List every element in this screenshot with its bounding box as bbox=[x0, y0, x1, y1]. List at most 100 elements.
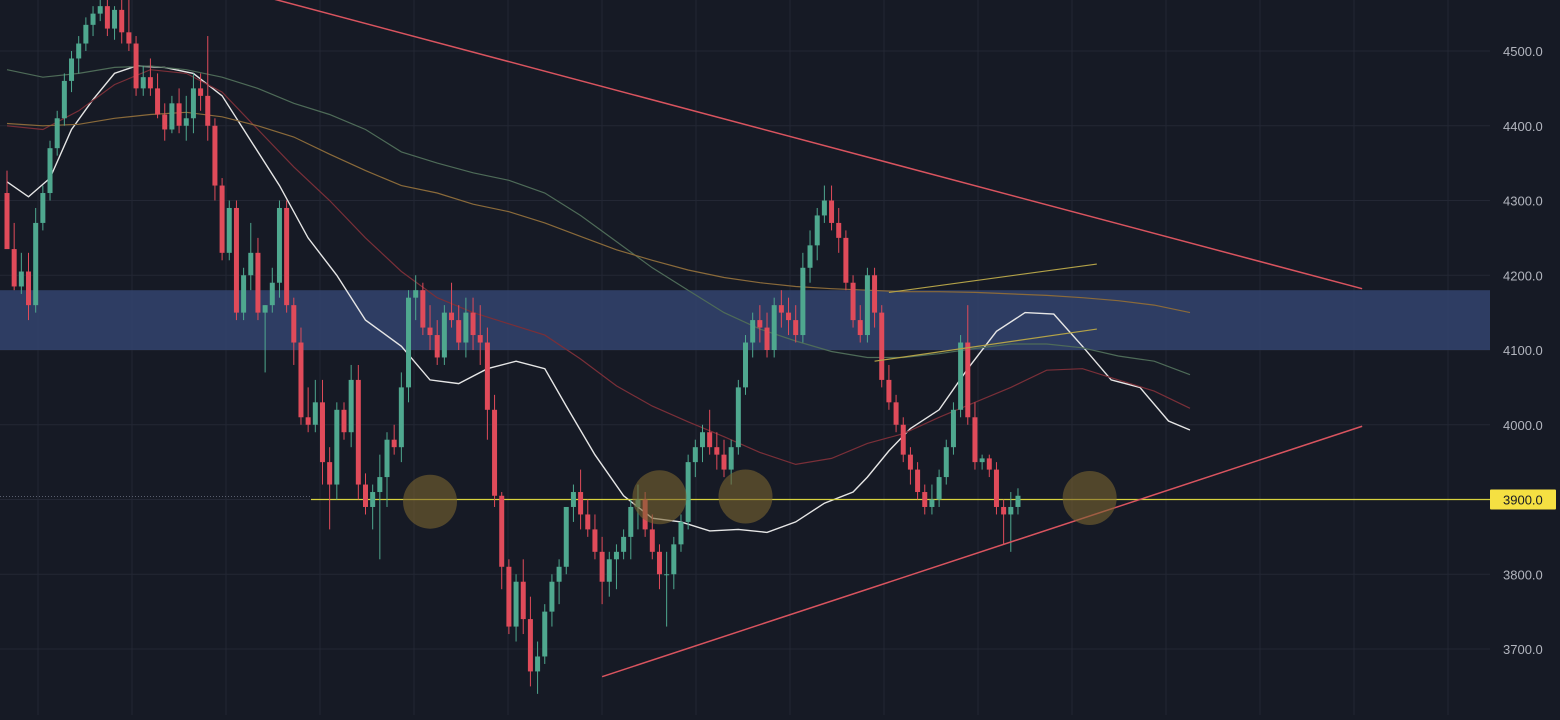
candle-body bbox=[183, 118, 189, 126]
candle bbox=[542, 604, 548, 664]
candle-body bbox=[750, 320, 756, 343]
candle bbox=[97, 0, 103, 22]
candle bbox=[900, 417, 906, 463]
candle bbox=[406, 290, 412, 403]
moving-average-line bbox=[6, 111, 1191, 314]
candle-body bbox=[176, 103, 182, 126]
price-axis-tick-label: 4100.0 bbox=[1503, 343, 1543, 358]
candle-body bbox=[312, 402, 318, 425]
candle bbox=[69, 51, 75, 93]
candle bbox=[735, 379, 741, 455]
candle-body bbox=[685, 462, 691, 522]
candle-body bbox=[671, 544, 677, 575]
candle bbox=[535, 641, 541, 694]
candle bbox=[685, 454, 691, 530]
candle-body bbox=[829, 200, 835, 223]
candle-body bbox=[735, 387, 741, 448]
candle-body bbox=[319, 402, 325, 463]
candle bbox=[714, 432, 720, 470]
candle bbox=[348, 364, 354, 448]
candle-body bbox=[147, 77, 153, 89]
candle bbox=[119, 0, 125, 44]
candle bbox=[965, 305, 971, 425]
candle-body bbox=[721, 454, 727, 470]
candle bbox=[40, 185, 46, 231]
candle-body bbox=[355, 379, 361, 485]
candle-body bbox=[556, 566, 562, 582]
candle-body bbox=[391, 439, 397, 448]
candle bbox=[879, 305, 885, 388]
candle-body bbox=[535, 656, 541, 672]
candle-body bbox=[61, 80, 67, 119]
candle-body bbox=[1001, 506, 1007, 515]
candle-body bbox=[384, 439, 390, 478]
candle bbox=[291, 297, 297, 365]
candle bbox=[950, 402, 956, 455]
candle-body bbox=[126, 32, 132, 44]
candle-body bbox=[18, 271, 24, 287]
candle-body bbox=[993, 469, 999, 507]
candle-body bbox=[592, 529, 598, 552]
candle bbox=[269, 267, 275, 313]
candle bbox=[327, 447, 333, 530]
candle bbox=[312, 379, 318, 433]
price-axis-tick-label: 4200.0 bbox=[1503, 268, 1543, 283]
candle bbox=[986, 454, 992, 478]
candle-body bbox=[69, 58, 75, 81]
candle-body bbox=[922, 492, 928, 507]
candle bbox=[857, 305, 863, 343]
candle bbox=[843, 230, 849, 291]
candle bbox=[47, 140, 53, 201]
candle-body bbox=[434, 335, 440, 358]
candle-body bbox=[958, 342, 964, 410]
candle bbox=[61, 73, 67, 126]
candle bbox=[233, 200, 239, 321]
candle bbox=[456, 305, 462, 350]
candle bbox=[26, 252, 32, 321]
highlight-circle-layer bbox=[403, 469, 1117, 529]
candle-body bbox=[743, 342, 749, 388]
candle bbox=[979, 454, 985, 470]
support-trendline bbox=[601, 425, 1363, 678]
candle bbox=[255, 237, 261, 321]
candle-body bbox=[570, 492, 576, 507]
candle bbox=[305, 387, 311, 433]
candle-body bbox=[714, 447, 720, 455]
candle-body bbox=[900, 424, 906, 455]
candle bbox=[205, 36, 211, 141]
candle bbox=[140, 65, 146, 96]
candle bbox=[549, 574, 555, 627]
candle-body bbox=[40, 193, 46, 223]
candle-body bbox=[47, 148, 53, 194]
candle bbox=[377, 454, 383, 560]
candle-body bbox=[950, 409, 956, 448]
candle bbox=[628, 499, 634, 560]
candle bbox=[599, 536, 605, 605]
candle-body bbox=[190, 88, 196, 119]
candle bbox=[656, 544, 662, 590]
candle-body bbox=[850, 282, 856, 321]
candle bbox=[298, 327, 304, 425]
candle-body bbox=[929, 499, 935, 507]
candle bbox=[1001, 499, 1007, 545]
moving-average-line bbox=[6, 65, 1191, 376]
candle-body bbox=[699, 432, 705, 448]
candle-body bbox=[936, 477, 942, 500]
candle-body bbox=[205, 95, 211, 126]
moving-average-layer bbox=[6, 65, 1191, 534]
candle bbox=[764, 312, 770, 358]
candle-body bbox=[599, 551, 605, 582]
candle-body bbox=[420, 290, 426, 328]
candle bbox=[886, 364, 892, 410]
candle bbox=[284, 200, 290, 313]
candle-body bbox=[155, 88, 161, 115]
candle-body bbox=[506, 566, 512, 627]
candle-body bbox=[463, 312, 469, 343]
candle bbox=[4, 170, 10, 250]
candle bbox=[829, 185, 835, 231]
candle bbox=[621, 529, 627, 560]
candle-body bbox=[907, 454, 913, 470]
price-axis-tick-label: 4400.0 bbox=[1503, 119, 1543, 134]
